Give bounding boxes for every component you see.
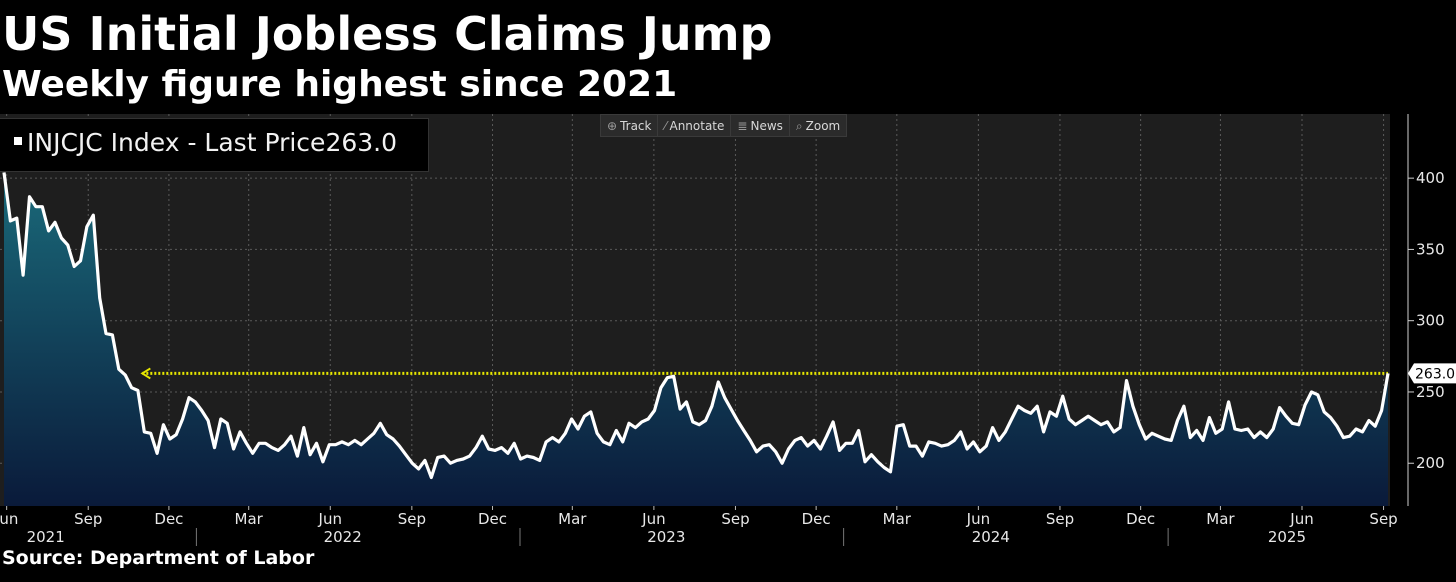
x-axis-bar: [0, 506, 1408, 546]
line-chart[interactable]: 200 250 300 350 400 263.0 Jun Sep Dec Mar Jun Sep…: [0, 114, 1456, 546]
y-tick-label: 400: [1416, 169, 1445, 187]
legend-label: INJCJC Index - Last Price: [27, 128, 326, 157]
x-tick-label: Jun: [0, 510, 18, 528]
last-price-label: 263.0: [1408, 363, 1456, 384]
y-axis: 200 250 300 350 400: [1407, 114, 1445, 506]
series-area: [4, 172, 1388, 506]
x-year-label: 2021: [27, 528, 65, 546]
x-tick-label: Mar: [235, 510, 264, 528]
source-note: Source: Department of Labor: [2, 547, 315, 569]
y-tick-label: 250: [1416, 383, 1445, 401]
x-year-label: 2025: [1268, 528, 1306, 546]
y-tick-label: 200: [1416, 454, 1445, 472]
x-tick-label: Jun: [318, 510, 342, 528]
x-axis: Jun Sep Dec Mar Jun Sep Dec Mar Jun Sep Dec Mar Jun S…: [0, 506, 1398, 546]
last-price-value: 263.0: [1415, 366, 1455, 382]
x-tick-label: Sep: [1369, 510, 1397, 528]
series-line: [2, 172, 1390, 480]
x-tick-label: Mar: [1206, 510, 1235, 528]
x-tick-label: Dec: [1126, 510, 1155, 528]
x-tick-label: Sep: [721, 510, 749, 528]
x-tick-label: Sep: [74, 510, 102, 528]
news-icon: ≣: [737, 119, 748, 133]
y-tick-label: 350: [1416, 240, 1445, 258]
annotate-button[interactable]: ⁄ Annotate: [658, 115, 732, 136]
x-tick-label: Dec: [154, 510, 183, 528]
chart-toolbar: ⊕ Track ⁄ Annotate ≣ News ⌕ Zoom: [600, 114, 848, 137]
x-tick-label: Jun: [641, 510, 665, 528]
reference-arrow-icon: [140, 367, 151, 380]
track-button[interactable]: ⊕ Track: [601, 115, 659, 136]
legend-value: 263.0: [325, 128, 398, 157]
legend-square-icon: [14, 137, 22, 145]
x-tick-label: Mar: [558, 510, 587, 528]
zoom-button[interactable]: ⌕ Zoom: [795, 119, 841, 133]
x-tick-label: Mar: [883, 510, 912, 528]
x-tick-label: Jun: [1289, 510, 1313, 528]
y-tick-label: 300: [1416, 312, 1445, 330]
x-year-label: 2022: [324, 528, 362, 546]
news-button[interactable]: ≣ News: [731, 115, 790, 136]
x-tick-label: Dec: [802, 510, 831, 528]
chart-title: US Initial Jobless Claims Jump: [2, 7, 773, 61]
x-tick-label: Sep: [398, 510, 426, 528]
magnifier-icon: ⌕: [795, 119, 803, 133]
legend: INJCJC Index - Last Price263.0: [14, 128, 397, 157]
crosshair-icon: ⊕: [607, 119, 618, 133]
x-year-label: 2024: [972, 528, 1010, 546]
chart-subtitle: Weekly figure highest since 2021: [2, 64, 678, 105]
pencil-icon: ⁄: [664, 119, 667, 133]
x-tick-label: Sep: [1046, 510, 1074, 528]
x-tick-label: Jun: [966, 510, 990, 528]
x-year-label: 2023: [647, 528, 685, 546]
legend-panel: [0, 118, 429, 172]
x-tick-label: Dec: [478, 510, 507, 528]
